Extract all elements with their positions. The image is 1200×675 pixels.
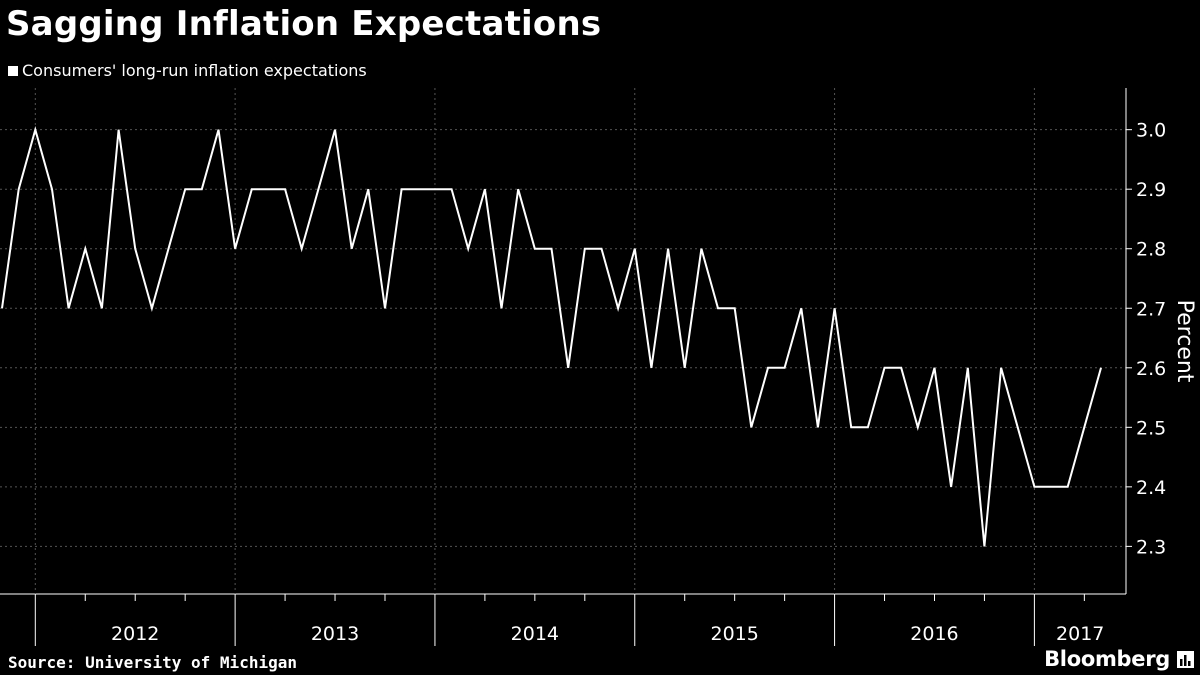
- bar-chart-icon: [1177, 651, 1194, 668]
- chart-title: Sagging Inflation Expectations: [6, 4, 602, 44]
- x-tick-label: 2015: [710, 623, 758, 645]
- x-tick-label: 2017: [1056, 623, 1104, 645]
- y-tick-label: 2.6: [1136, 358, 1166, 380]
- x-tick-label: 2016: [910, 623, 958, 645]
- y-tick-label: 2.3: [1136, 536, 1166, 558]
- y-tick-label: 3.0: [1136, 120, 1166, 142]
- source-note: Source: University of Michigan: [8, 653, 297, 672]
- y-tick-label: 2.7: [1136, 298, 1166, 320]
- y-tick-label: 2.5: [1136, 417, 1166, 439]
- legend-swatch: [8, 65, 18, 76]
- brand-logo: Bloomberg: [1044, 647, 1170, 671]
- legend-label: Consumers' long-run inflation expectatio…: [22, 61, 367, 80]
- series-line: [1, 125, 1102, 547]
- x-tick-label: 2012: [111, 623, 159, 645]
- legend: Consumers' long-run inflation expectatio…: [8, 61, 367, 80]
- y-axis-title: Percent: [1172, 300, 1197, 383]
- x-tick-label: 2013: [311, 623, 359, 645]
- x-tick-label: 2014: [511, 623, 559, 645]
- y-tick-label: 2.4: [1136, 477, 1166, 499]
- y-tick-label: 2.8: [1136, 239, 1166, 261]
- y-tick-label: 2.9: [1136, 179, 1166, 201]
